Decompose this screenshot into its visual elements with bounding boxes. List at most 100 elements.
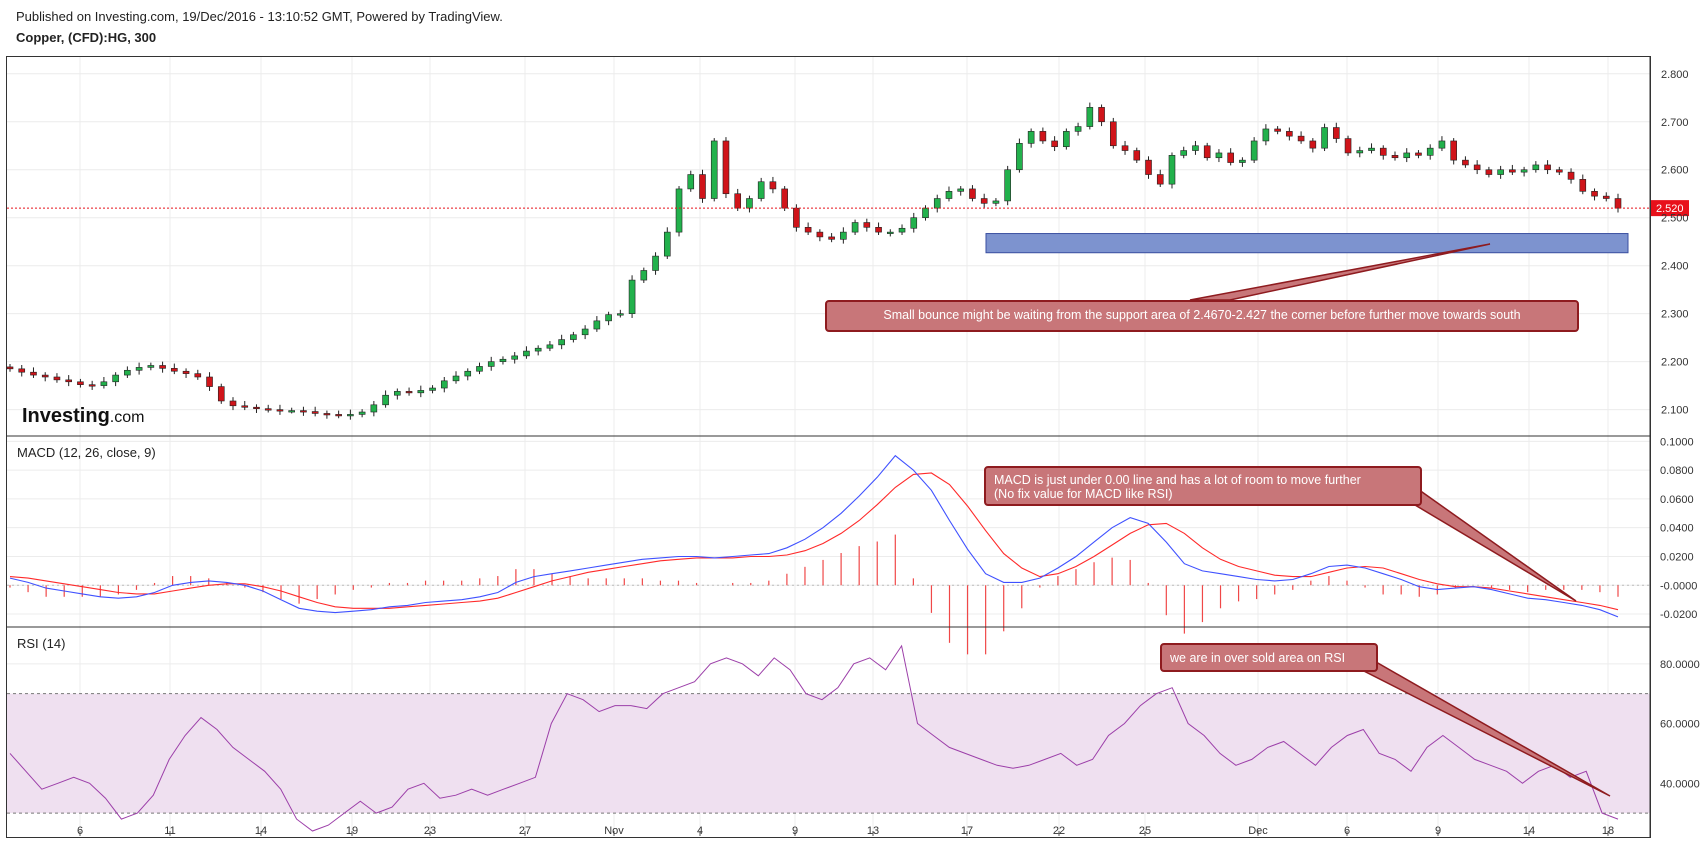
candle-body	[1051, 140, 1058, 148]
price-y-tick-label: 2.600	[1661, 165, 1689, 177]
candle-body	[945, 191, 953, 199]
candle-body	[323, 413, 331, 416]
candle-body	[1509, 169, 1516, 173]
candle-body	[875, 227, 882, 233]
candle-body	[1027, 131, 1035, 144]
price-panel: 2.520	[6, 102, 1689, 420]
candle-body	[1321, 127, 1328, 149]
candle-body	[910, 217, 918, 229]
price-y-tick-label: 2.500	[1661, 213, 1689, 225]
investing-logo: Investing.com	[22, 405, 144, 428]
candle-body	[476, 366, 483, 372]
candle-body	[405, 391, 413, 394]
price-annotation-text: Small bounce might be waiting from the s…	[883, 308, 1521, 322]
candle-body	[217, 386, 225, 402]
candle-body	[1403, 152, 1411, 159]
published-line: Published on Investing.com, 19/Dec/2016 …	[16, 9, 503, 24]
candle-body	[699, 174, 706, 199]
candle-body	[394, 391, 401, 396]
candle-body	[663, 231, 671, 257]
candle-body	[1544, 164, 1551, 171]
candle-body	[511, 355, 519, 360]
annotation-arrows	[1189, 243, 1611, 797]
candle-body	[746, 198, 753, 209]
candle-body	[828, 236, 835, 240]
candle-body	[18, 368, 26, 373]
x-tick-label: Nov	[604, 825, 624, 837]
macd-annotation[interactable]: MACD is just under 0.00 line and has a l…	[984, 466, 1422, 506]
rsi-y-tick-label: 80.0000	[1660, 659, 1700, 671]
candle-body	[922, 207, 929, 219]
candle-body	[135, 367, 143, 371]
candle-body	[1180, 150, 1188, 156]
macd-y-tick-label: 0.0600	[1660, 494, 1694, 506]
candle-body	[1109, 121, 1117, 147]
candle-body	[288, 410, 295, 413]
macd-y-tick-label: -0.0000	[1660, 580, 1697, 592]
candle-body	[1203, 145, 1211, 159]
candle-body	[487, 361, 495, 367]
price-annotation[interactable]: Small bounce might be waiting from the s…	[825, 300, 1579, 332]
candle-body	[100, 381, 108, 386]
x-tick-label: 9	[1435, 825, 1441, 837]
candle-body	[1415, 152, 1422, 156]
candle-body	[1356, 150, 1364, 154]
candle-body	[1250, 140, 1258, 161]
candle-body	[1121, 145, 1129, 151]
candle-body	[886, 231, 894, 234]
candle-body	[722, 140, 730, 195]
candle-body	[628, 279, 636, 314]
candle-body	[1215, 152, 1223, 159]
x-tick-label: 6	[1344, 825, 1350, 837]
candle-body	[1262, 128, 1270, 142]
candle-body	[159, 365, 166, 369]
candle-body	[1462, 159, 1469, 166]
candle-body	[335, 414, 342, 417]
candle-body	[687, 174, 695, 190]
candle-body	[194, 373, 202, 378]
candle-body	[241, 405, 249, 408]
candle-body	[781, 188, 788, 209]
candle-body	[1286, 131, 1293, 137]
x-tick-label: 14	[1523, 825, 1535, 837]
support-zone	[985, 233, 1629, 254]
candle-body	[1156, 174, 1164, 185]
candle-body	[816, 231, 824, 238]
macd-y-tick-label: 0.0400	[1660, 523, 1694, 535]
x-tick-label: 14	[255, 825, 267, 837]
candle-body	[769, 181, 777, 190]
candle-body	[1239, 159, 1246, 163]
candle-body	[675, 188, 683, 233]
macd-y-tick-label: 0.1000	[1660, 436, 1694, 448]
candle-body	[980, 198, 988, 204]
candle-body	[933, 198, 941, 209]
candle-body	[1473, 164, 1481, 171]
candle-body	[464, 370, 472, 377]
candle-body	[182, 370, 190, 374]
candle-body	[851, 222, 859, 233]
candle-body	[1098, 107, 1105, 123]
candle-body	[1485, 169, 1493, 175]
x-tick-label: 25	[1139, 825, 1151, 837]
macd-label: MACD (12, 26, close, 9)	[17, 445, 156, 460]
candle-body	[617, 313, 624, 316]
rsi-band-fill	[7, 693, 1650, 814]
rsi-annotation[interactable]: we are in over sold area on RSI	[1160, 643, 1378, 672]
candle-body	[300, 410, 307, 413]
candle-body	[30, 371, 37, 376]
candle-body	[276, 409, 284, 412]
candle-body	[546, 344, 554, 349]
rsi-band	[7, 693, 1650, 814]
logo-suffix: .com	[109, 409, 145, 426]
candle-body	[793, 207, 800, 228]
candle-body	[1391, 155, 1399, 159]
macd-annotation-line-1: MACD is just under 0.00 line and has a l…	[994, 473, 1361, 487]
candle-body	[734, 193, 742, 209]
candle-body	[1520, 169, 1528, 173]
candle-body	[523, 350, 530, 357]
candle-body	[1039, 131, 1047, 142]
x-tick-label: 13	[867, 825, 879, 837]
x-tick-label: 9	[792, 825, 798, 837]
x-tick-label: 11	[164, 825, 175, 837]
rsi-line	[9, 644, 1619, 832]
